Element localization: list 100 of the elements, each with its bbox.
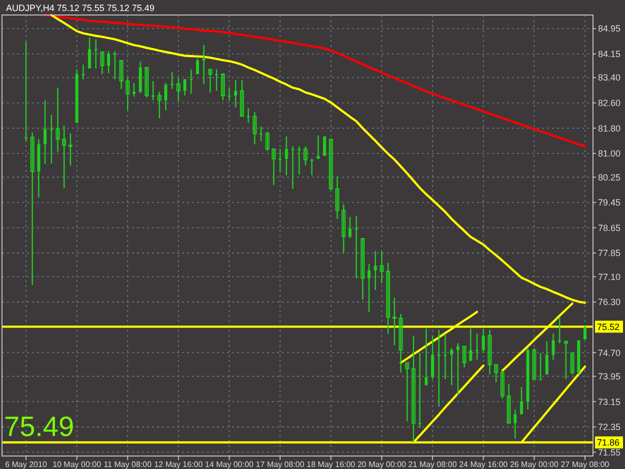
x-tick-label: 21 May 08:00 bbox=[408, 460, 458, 469]
candlestick bbox=[44, 100, 47, 164]
candlestick bbox=[208, 68, 212, 94]
candlestick bbox=[220, 72, 225, 101]
candlestick bbox=[94, 38, 98, 70]
candlestick bbox=[558, 316, 562, 344]
x-tick-label: 26 May 00:00 bbox=[510, 460, 559, 469]
y-tick-label: 71.55 bbox=[598, 447, 621, 458]
annotation: 75.49 bbox=[4, 411, 74, 442]
candlestick bbox=[100, 51, 104, 75]
candlestick bbox=[539, 352, 542, 380]
candlestick bbox=[405, 362, 410, 422]
candlestick bbox=[284, 136, 288, 176]
candlestick bbox=[386, 262, 390, 334]
candlestick bbox=[380, 250, 384, 284]
ref-line-label: 71.86 bbox=[597, 438, 620, 448]
candlestick bbox=[68, 132, 72, 166]
candlestick bbox=[570, 352, 574, 376]
y-tick-label: 73.95 bbox=[598, 371, 621, 382]
candlestick bbox=[564, 340, 568, 380]
candlestick bbox=[431, 334, 434, 380]
candlestick bbox=[144, 66, 149, 98]
y-tick-label: 80.25 bbox=[598, 172, 621, 182]
candlestick bbox=[545, 340, 548, 376]
candlestick bbox=[418, 352, 422, 428]
candlestick bbox=[164, 82, 168, 111]
candlestick bbox=[310, 158, 314, 176]
candlestick bbox=[234, 80, 238, 108]
candlestick bbox=[552, 333, 555, 360]
chart-title: AUDJPY,H4 75.12 75.55 75.12 75.49 bbox=[6, 3, 154, 13]
candlestick bbox=[50, 114, 53, 164]
candlestick bbox=[202, 44, 206, 85]
y-tick-label: 74.70 bbox=[598, 348, 621, 358]
candlestick bbox=[196, 58, 200, 75]
ref-line-label: 75.52 bbox=[597, 322, 620, 332]
candlestick bbox=[532, 348, 536, 380]
y-tick-label: 82.60 bbox=[598, 98, 621, 108]
y-tick-label: 77.85 bbox=[598, 248, 621, 258]
candlestick bbox=[183, 78, 186, 96]
candlestick bbox=[392, 297, 396, 346]
candlestick bbox=[488, 329, 492, 376]
candlestick bbox=[424, 328, 428, 386]
candlestick bbox=[450, 348, 454, 386]
candlestick bbox=[482, 328, 485, 354]
candlestick bbox=[113, 50, 116, 80]
x-tick-label: 18 May 16:00 bbox=[306, 460, 356, 469]
candlestick bbox=[56, 87, 60, 152]
y-tick-label: 78.65 bbox=[598, 222, 621, 233]
candlestick bbox=[298, 146, 301, 175]
candlestick bbox=[119, 60, 124, 90]
candlestick bbox=[506, 384, 511, 424]
candlestick bbox=[240, 80, 244, 117]
y-tick-label: 81.80 bbox=[598, 123, 621, 134]
candlestick bbox=[476, 333, 479, 360]
candlestick bbox=[444, 333, 447, 380]
candlestick bbox=[228, 87, 231, 101]
x-tick-label: 12 May 16:00 bbox=[154, 460, 204, 469]
x-tick-label: 11 May 08:00 bbox=[104, 460, 152, 469]
y-tick-label: 76.30 bbox=[598, 297, 621, 308]
candlestick bbox=[278, 148, 282, 174]
y-tick-label: 77.10 bbox=[598, 272, 621, 282]
x-tick-label: 17 May 08:00 bbox=[256, 460, 305, 469]
y-tick-label: 72.35 bbox=[598, 422, 621, 432]
candlestick bbox=[176, 78, 180, 102]
candlestick bbox=[520, 386, 523, 415]
candlestick bbox=[24, 42, 28, 142]
candlestick bbox=[437, 329, 440, 408]
candlestick bbox=[62, 125, 66, 189]
candlestick bbox=[323, 136, 326, 157]
candlestick bbox=[246, 108, 250, 124]
x-tick-label: 6 May 2010 bbox=[5, 460, 48, 469]
candlestick bbox=[107, 50, 110, 74]
candlestick bbox=[30, 132, 34, 286]
candlestick bbox=[500, 370, 504, 400]
candlestick bbox=[411, 334, 416, 444]
x-tick-label: 27 May 08:00 bbox=[560, 460, 610, 469]
candlestick bbox=[494, 364, 498, 383]
candlestick bbox=[190, 68, 193, 94]
candlestick bbox=[335, 176, 340, 220]
candlestick bbox=[398, 313, 403, 374]
candlestick bbox=[265, 131, 270, 152]
x-tick-label: 24 May 16:00 bbox=[459, 460, 508, 469]
candlestick bbox=[152, 80, 155, 101]
candlestick bbox=[291, 146, 294, 190]
candlestick bbox=[88, 36, 92, 70]
line-series bbox=[44, 14, 586, 148]
candlestick bbox=[252, 111, 257, 145]
candlestick bbox=[514, 408, 517, 440]
candlestick bbox=[348, 216, 352, 240]
candlestick bbox=[354, 215, 358, 279]
x-tick-label: 10 May 00:00 bbox=[52, 460, 102, 469]
y-tick-label: 73.15 bbox=[598, 396, 621, 407]
candlestick bbox=[272, 148, 276, 186]
candlestick bbox=[456, 342, 460, 396]
candlestick bbox=[584, 325, 586, 340]
y-tick-label: 83.40 bbox=[598, 72, 621, 83]
candlestick bbox=[342, 204, 346, 254]
candlestick bbox=[157, 91, 162, 119]
y-tick-label: 79.45 bbox=[598, 198, 621, 208]
candlestick bbox=[170, 72, 174, 90]
